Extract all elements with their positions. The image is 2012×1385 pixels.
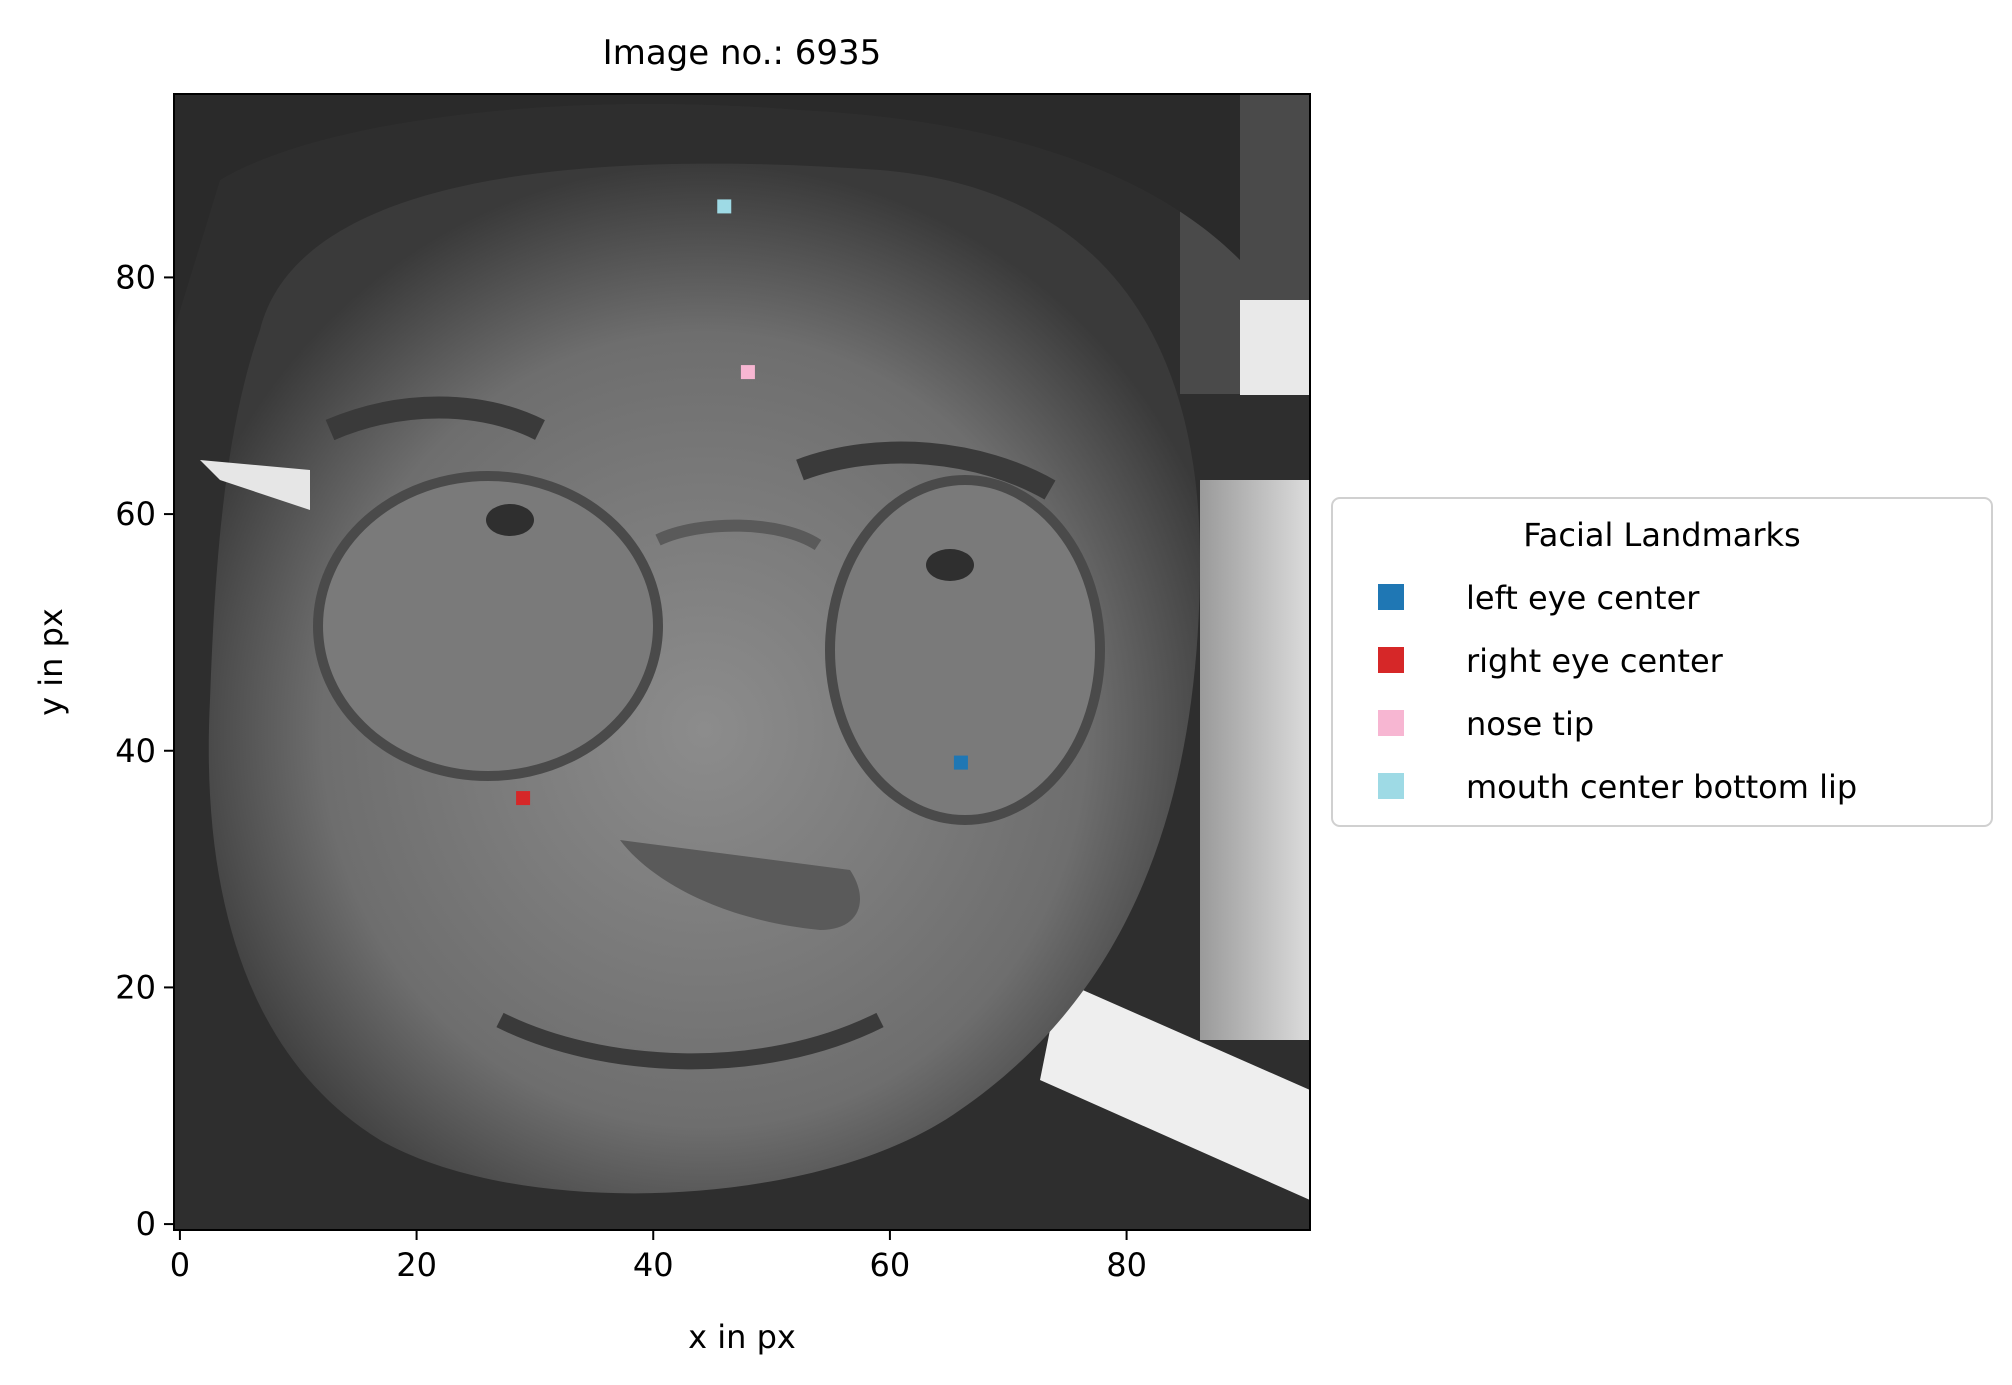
x-tick-label: 40 (633, 1246, 674, 1284)
legend: Facial Landmarks left eye center right ey… (1331, 497, 1993, 827)
landmark-point (516, 791, 531, 806)
x-tick-label: 80 (1106, 1246, 1147, 1284)
legend-box (1331, 497, 1993, 827)
chart-title: Image no.: 6935 (603, 33, 882, 73)
y-axis-ticks: 0 20 40 60 80 (115, 258, 174, 1243)
legend-label: nose tip (1466, 705, 1594, 743)
y-axis-label: y in px (32, 608, 70, 716)
legend-swatch (1378, 710, 1404, 736)
legend-swatch (1378, 647, 1404, 673)
x-tick-label: 0 (170, 1246, 190, 1284)
landmark-point (717, 199, 732, 214)
legend-label: mouth center bottom lip (1466, 768, 1857, 806)
landmark-marks (516, 199, 968, 806)
axes-frame (173, 93, 1311, 1231)
legend-label: right eye center (1466, 642, 1724, 680)
legend-swatch (1378, 584, 1404, 610)
legend-entries: left eye center right eye center nose tip m… (1378, 579, 1857, 806)
y-tick-label: 40 (115, 732, 156, 770)
y-tick-label: 0 (136, 1205, 156, 1243)
legend-swatch (1378, 773, 1404, 799)
y-tick-label: 60 (115, 495, 156, 533)
y-tick-label: 20 (115, 968, 156, 1006)
landmark-point (740, 365, 755, 380)
x-tick-label: 20 (396, 1246, 437, 1284)
landmark-point (953, 755, 968, 770)
x-tick-label: 60 (870, 1246, 911, 1284)
y-tick-label: 80 (115, 258, 156, 296)
x-axis-ticks: 0 20 40 60 80 (170, 1230, 1147, 1284)
face-image (174, 94, 1310, 1230)
legend-label: left eye center (1466, 579, 1700, 617)
legend-title: Facial Landmarks (1523, 516, 1800, 554)
x-axis-label: x in px (688, 1318, 796, 1356)
